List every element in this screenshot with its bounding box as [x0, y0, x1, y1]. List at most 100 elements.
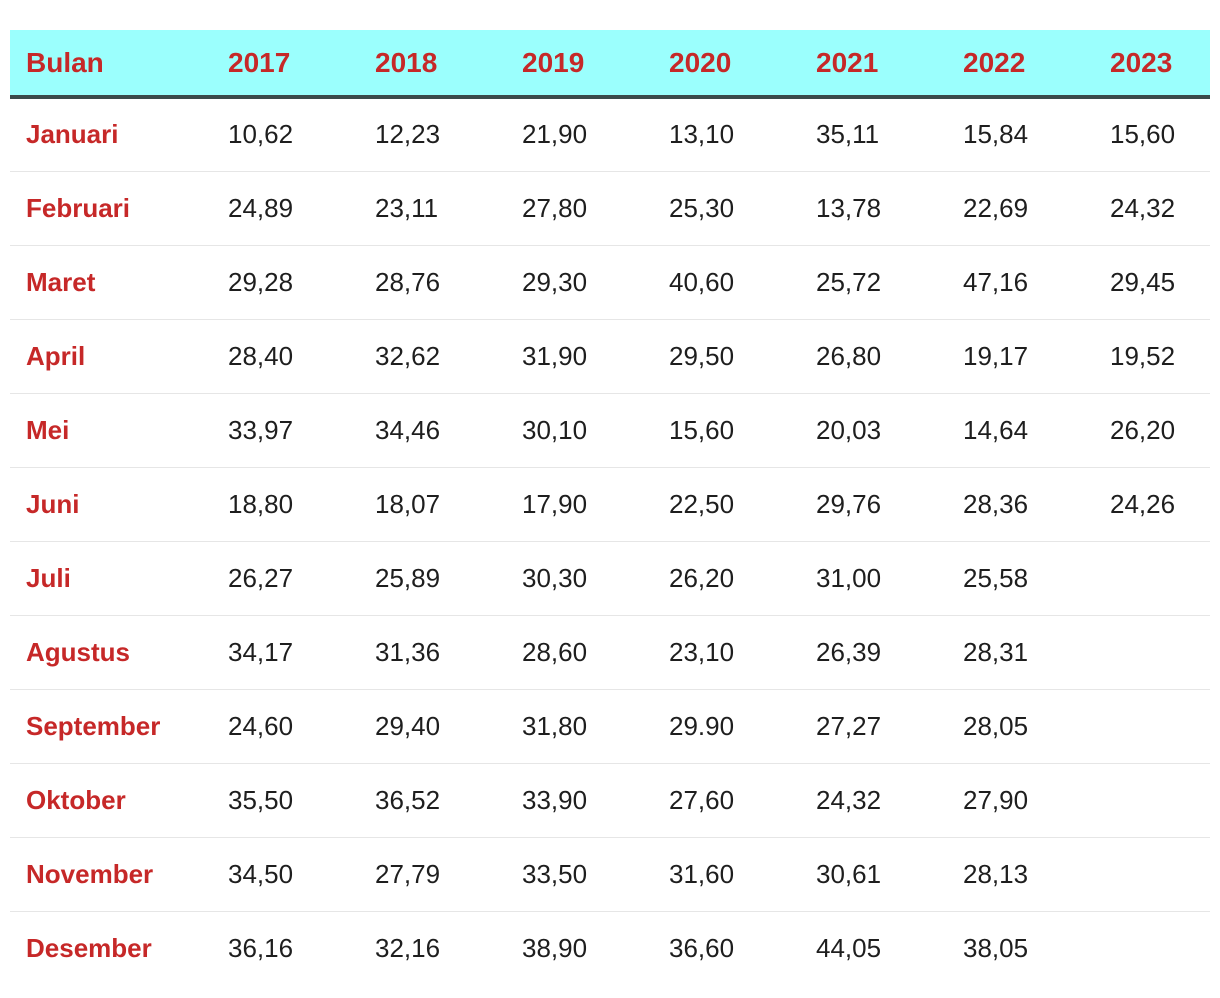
value-cell [1092, 689, 1210, 764]
value-cell: 31,36 [357, 615, 504, 690]
value-cell: 29,50 [651, 319, 798, 394]
value-cell: 47,16 [945, 245, 1092, 320]
value-cell: 31,80 [504, 689, 651, 764]
value-cell: 33,90 [504, 763, 651, 838]
value-cell [1092, 541, 1210, 616]
table-row: Januari 10,62 12,23 21,90 13,10 35,11 15,84 15,… [10, 97, 1210, 172]
value-cell: 26,20 [1092, 393, 1210, 468]
value-cell: 29,40 [357, 689, 504, 764]
value-cell: 29,30 [504, 245, 651, 320]
month-cell: Maret [10, 245, 210, 320]
value-cell: 26,39 [798, 615, 945, 690]
monthly-data-table: Bulan 2017 2018 2019 2020 2021 2022 2023 Januar… [10, 30, 1210, 985]
value-cell: 29,76 [798, 467, 945, 542]
month-cell: Mei [10, 393, 210, 468]
value-cell: 26,20 [651, 541, 798, 616]
value-cell: 18,80 [210, 467, 357, 542]
value-cell [1092, 615, 1210, 690]
value-cell: 18,07 [357, 467, 504, 542]
value-cell: 33,97 [210, 393, 357, 468]
value-cell [1092, 837, 1210, 912]
value-cell: 23,10 [651, 615, 798, 690]
value-cell: 34,17 [210, 615, 357, 690]
value-cell: 23,11 [357, 171, 504, 246]
value-cell: 31,00 [798, 541, 945, 616]
value-cell [1092, 911, 1210, 985]
value-cell: 13,78 [798, 171, 945, 246]
value-cell: 26,27 [210, 541, 357, 616]
table-row: Juni 18,80 18,07 17,90 22,50 29,76 28,36 24,26 [10, 467, 1210, 542]
value-cell: 29,45 [1092, 245, 1210, 320]
header-cell-year-2018: 2018 [357, 30, 504, 99]
header-cell-year-2017: 2017 [210, 30, 357, 99]
value-cell: 15,60 [651, 393, 798, 468]
value-cell: 28,40 [210, 319, 357, 394]
data-table-container: Bulan 2017 2018 2019 2020 2021 2022 2023 Januar… [10, 30, 1210, 985]
value-cell: 22,69 [945, 171, 1092, 246]
value-cell: 38,90 [522, 932, 588, 963]
value-cell: 24,89 [210, 171, 357, 246]
table-row: Agustus 34,17 31,36 28,60 23,10 26,39 28,31 [10, 615, 1210, 690]
value-cell: 10,62 [210, 97, 357, 172]
value-cell: 25,30 [651, 171, 798, 246]
month-cell: Desember [26, 932, 152, 963]
value-cell: 20,03 [798, 393, 945, 468]
value-cell: 27,90 [945, 763, 1092, 838]
value-cell: 27,60 [651, 763, 798, 838]
value-cell: 24,26 [1092, 467, 1210, 542]
value-cell: 13,10 [651, 97, 798, 172]
value-cell: 29,28 [210, 245, 357, 320]
month-cell: Juni [10, 467, 210, 542]
value-cell: 34,46 [357, 393, 504, 468]
month-cell: Agustus [10, 615, 210, 690]
value-cell: 30,30 [504, 541, 651, 616]
value-cell: 14,64 [945, 393, 1092, 468]
value-cell: 27,27 [798, 689, 945, 764]
table-row: Mei 33,97 34,46 30,10 15,60 20,03 14,64 26,20 [10, 393, 1210, 468]
value-cell: 31,60 [651, 837, 798, 912]
value-cell: 36,16 [228, 932, 294, 963]
month-cell: Juli [10, 541, 210, 616]
header-cell-year-2021: 2021 [798, 30, 945, 99]
value-cell: 40,60 [651, 245, 798, 320]
month-cell: November [10, 837, 210, 912]
table-row: April 28,40 32,62 31,90 29,50 26,80 19,17 19,52 [10, 319, 1210, 394]
value-cell: 35,11 [798, 97, 945, 172]
table-header: Bulan 2017 2018 2019 2020 2021 2022 2023 [10, 30, 1210, 99]
value-cell: 25,58 [945, 541, 1092, 616]
header-cell-year-2023: 2023 [1092, 30, 1210, 99]
value-cell: 27,79 [357, 837, 504, 912]
header-cell-year-2022: 2022 [945, 30, 1092, 99]
value-cell: 28,13 [945, 837, 1092, 912]
value-cell: 26,80 [798, 319, 945, 394]
value-cell: 31,90 [504, 319, 651, 394]
month-cell: Januari [10, 97, 210, 172]
value-cell: 25,72 [798, 245, 945, 320]
value-cell: 36,52 [357, 763, 504, 838]
value-cell: 24,60 [210, 689, 357, 764]
month-cell: April [10, 319, 210, 394]
value-cell: 30,61 [798, 837, 945, 912]
table-row: November 34,50 27,79 33,50 31,60 30,61 28,13 [10, 837, 1210, 912]
value-cell: 32,16 [375, 932, 441, 963]
value-cell: 28,36 [945, 467, 1092, 542]
header-row: Bulan 2017 2018 2019 2020 2021 2022 2023 [10, 30, 1210, 99]
value-cell: 28,60 [504, 615, 651, 690]
value-cell: 19,52 [1092, 319, 1210, 394]
value-cell: 12,23 [357, 97, 504, 172]
value-cell: 33,50 [504, 837, 651, 912]
value-cell: 25,89 [357, 541, 504, 616]
value-cell: 28,05 [945, 689, 1092, 764]
table-row: Desember 36,16 32,16 38,90 36,60 44,05 38,05 [10, 911, 1210, 985]
value-cell: 15,84 [945, 97, 1092, 172]
table-row: September 24,60 29,40 31,80 29.90 27,27 28,05 [10, 689, 1210, 764]
month-cell: Februari [10, 171, 210, 246]
value-cell: 17,90 [504, 467, 651, 542]
value-cell: 28,76 [357, 245, 504, 320]
value-cell: 19,17 [945, 319, 1092, 394]
table-row: Juli 26,27 25,89 30,30 26,20 31,00 25,58 [10, 541, 1210, 616]
value-cell: 44,05 [816, 932, 882, 963]
value-cell: 15,60 [1092, 97, 1210, 172]
value-cell: 36,60 [669, 932, 735, 963]
table-row: Oktober 35,50 36,52 33,90 27,60 24,32 27,90 [10, 763, 1210, 838]
